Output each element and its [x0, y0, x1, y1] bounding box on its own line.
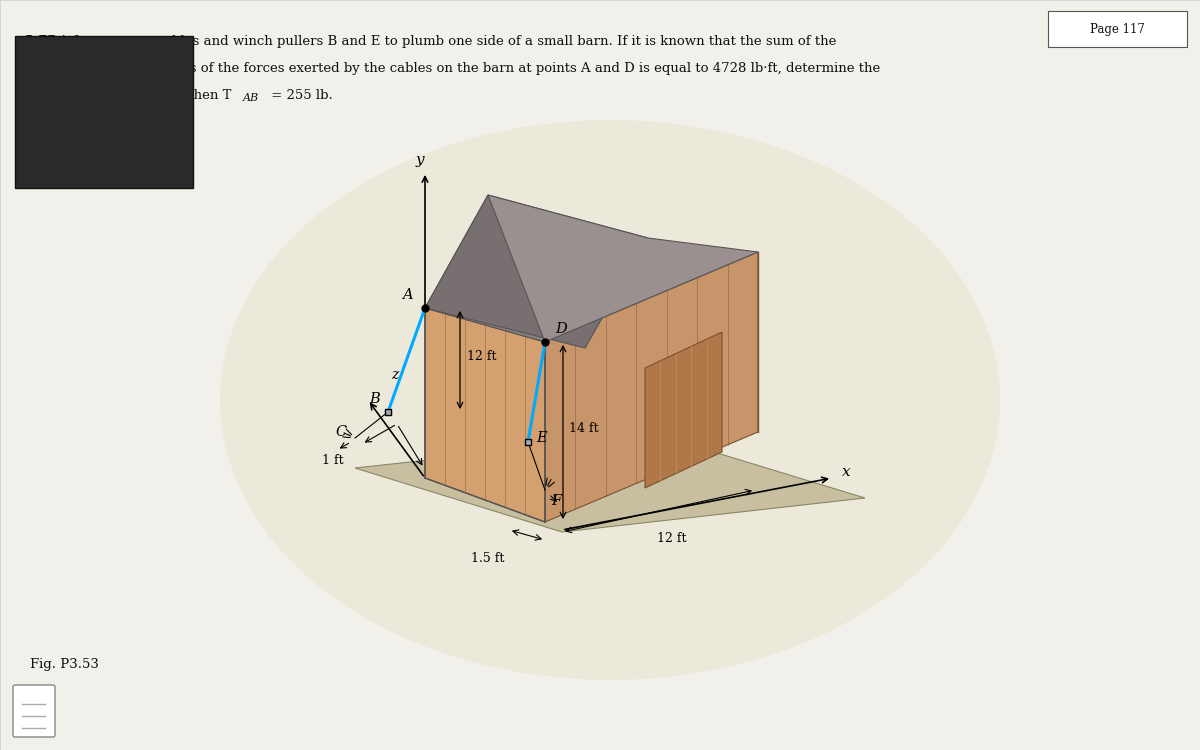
Text: 1 ft: 1 ft — [322, 454, 343, 466]
Ellipse shape — [220, 120, 1000, 680]
Text: moments about the x axis of the forces exerted by the cables on the barn at poin: moments about the x axis of the forces e… — [25, 62, 881, 75]
Text: when T: when T — [178, 89, 232, 102]
Polygon shape — [425, 195, 545, 342]
Text: 12 ft: 12 ft — [467, 350, 497, 364]
Text: Page 117: Page 117 — [1090, 22, 1145, 35]
Text: 3.53 A farmer uses cables and winch pullers B and E to plumb one side of a small: 3.53 A farmer uses cables and winch pull… — [25, 35, 836, 48]
Polygon shape — [425, 308, 545, 522]
Text: y: y — [415, 153, 425, 167]
Polygon shape — [355, 435, 865, 532]
Text: AB: AB — [244, 93, 259, 103]
FancyBboxPatch shape — [14, 36, 193, 188]
FancyBboxPatch shape — [13, 685, 55, 737]
Polygon shape — [545, 252, 758, 522]
Text: A: A — [402, 288, 413, 302]
Text: 3.53: 3.53 — [25, 35, 62, 48]
FancyBboxPatch shape — [1048, 11, 1187, 47]
Polygon shape — [646, 332, 722, 488]
Text: z: z — [391, 368, 398, 382]
Text: F: F — [551, 494, 562, 508]
Text: B: B — [370, 392, 380, 406]
Text: 12 ft: 12 ft — [658, 532, 686, 545]
Text: DE: DE — [154, 93, 170, 103]
Text: 1.5 ft: 1.5 ft — [472, 552, 505, 565]
Text: D: D — [554, 322, 566, 336]
Text: 14 ft: 14 ft — [569, 422, 599, 434]
Text: x: x — [842, 465, 851, 479]
Polygon shape — [488, 195, 758, 342]
Text: Fig. P3.53: Fig. P3.53 — [30, 658, 98, 671]
Text: E: E — [536, 431, 547, 445]
Text: = 255 lb.: = 255 lb. — [266, 89, 332, 102]
Text: magnitude of T: magnitude of T — [25, 89, 127, 102]
Text: C: C — [336, 425, 347, 439]
Polygon shape — [425, 195, 648, 348]
